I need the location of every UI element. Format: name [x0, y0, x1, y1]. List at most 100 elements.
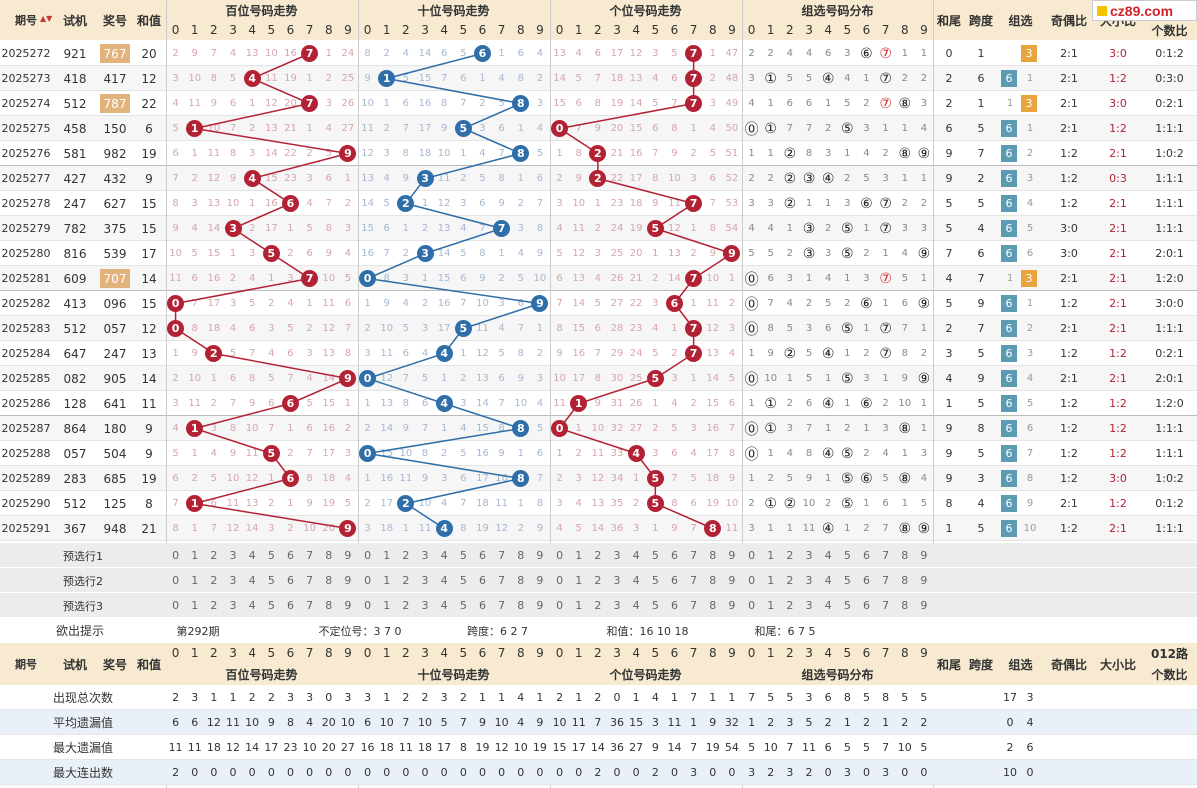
preselect-digit[interactable]: 3: [421, 574, 429, 587]
preselect-digit[interactable]: 6: [862, 599, 870, 612]
preselect-digit[interactable]: 1: [191, 549, 199, 562]
preselect-digit[interactable]: 0: [748, 599, 756, 612]
preselect-digit[interactable]: 6: [478, 599, 486, 612]
preselect-digit[interactable]: 9: [536, 574, 544, 587]
preselect-digit[interactable]: 7: [882, 599, 890, 612]
preselect-digit[interactable]: 5: [843, 574, 851, 587]
preselect-digit[interactable]: 1: [767, 599, 775, 612]
preselect-digit[interactable]: 1: [575, 574, 583, 587]
preselect-digit[interactable]: 4: [248, 599, 256, 612]
preselect-digit[interactable]: 2: [786, 574, 794, 587]
preselect-digit[interactable]: 8: [709, 599, 717, 612]
preselect-digit[interactable]: 5: [651, 574, 659, 587]
preselect-digit[interactable]: 6: [478, 549, 486, 562]
preselect-digit[interactable]: 7: [498, 599, 506, 612]
preselect-digit[interactable]: 8: [709, 574, 717, 587]
preselect-digit[interactable]: 9: [920, 549, 928, 562]
preselect-digit[interactable]: 2: [402, 549, 410, 562]
preselect-digit[interactable]: 7: [690, 599, 698, 612]
preselect-digit[interactable]: 9: [728, 549, 736, 562]
preselect-digit[interactable]: 6: [286, 549, 294, 562]
preselect-digit[interactable]: 3: [229, 599, 237, 612]
preselect-digit[interactable]: 4: [248, 549, 256, 562]
preselect-digit[interactable]: 5: [459, 574, 467, 587]
preselect-digit[interactable]: 2: [594, 549, 602, 562]
preselect-digit[interactable]: 6: [670, 574, 678, 587]
preselect-digit[interactable]: 4: [824, 599, 832, 612]
preselect-digit[interactable]: 6: [478, 574, 486, 587]
preselect-digit[interactable]: 2: [786, 599, 794, 612]
preselect-digit[interactable]: 2: [210, 574, 218, 587]
preselect-digit[interactable]: 3: [805, 574, 813, 587]
preselect-digit[interactable]: 5: [651, 549, 659, 562]
preselect-digit[interactable]: 8: [901, 574, 909, 587]
header-issue[interactable]: 期号: [15, 14, 37, 27]
preselect-digit[interactable]: 1: [575, 599, 583, 612]
preselect-digit[interactable]: 2: [402, 599, 410, 612]
preselect-digit[interactable]: 0: [364, 549, 372, 562]
preselect-digit[interactable]: 3: [805, 599, 813, 612]
preselect-digit[interactable]: 0: [364, 599, 372, 612]
preselect-digit[interactable]: 0: [748, 574, 756, 587]
preselect-digit[interactable]: 5: [843, 549, 851, 562]
preselect-digit[interactable]: 0: [364, 574, 372, 587]
preselect-digit[interactable]: 5: [459, 599, 467, 612]
preselect-digit[interactable]: 7: [306, 599, 314, 612]
preselect-digit[interactable]: 9: [536, 549, 544, 562]
preselect-digit[interactable]: 1: [191, 599, 199, 612]
preselect-digit[interactable]: 7: [306, 549, 314, 562]
preselect-digit[interactable]: 8: [517, 574, 525, 587]
preselect-digit[interactable]: 6: [670, 599, 678, 612]
preselect-digit[interactable]: 7: [306, 574, 314, 587]
preselect-digit[interactable]: 2: [786, 549, 794, 562]
preselect-digit[interactable]: 5: [267, 574, 275, 587]
preselect-digit[interactable]: 8: [901, 599, 909, 612]
preselect-digit[interactable]: 8: [517, 549, 525, 562]
preselect-digit[interactable]: 5: [843, 599, 851, 612]
preselect-digit[interactable]: 4: [440, 599, 448, 612]
preselect-digit[interactable]: 1: [767, 549, 775, 562]
preselect-digit[interactable]: 9: [344, 574, 352, 587]
preselect-digit[interactable]: 6: [286, 599, 294, 612]
preselect-digit[interactable]: 7: [498, 549, 506, 562]
preselect-digit[interactable]: 4: [440, 574, 448, 587]
preselect-digit[interactable]: 2: [402, 574, 410, 587]
preselect-digit[interactable]: 4: [824, 574, 832, 587]
preselect-digit[interactable]: 4: [248, 574, 256, 587]
preselect-digit[interactable]: 2: [594, 599, 602, 612]
preselect-digit[interactable]: 0: [172, 574, 180, 587]
preselect-digit[interactable]: 5: [459, 549, 467, 562]
preselect-digit[interactable]: 9: [728, 574, 736, 587]
preselect-digit[interactable]: 0: [172, 599, 180, 612]
preselect-digit[interactable]: 8: [325, 599, 333, 612]
preselect-digit[interactable]: 3: [805, 549, 813, 562]
preselect-digit[interactable]: 3: [613, 574, 621, 587]
preselect-digit[interactable]: 5: [267, 549, 275, 562]
preselect-digit[interactable]: 4: [632, 574, 640, 587]
preselect-digit[interactable]: 9: [920, 574, 928, 587]
preselect-digit[interactable]: 2: [594, 574, 602, 587]
preselect-digit[interactable]: 7: [882, 549, 890, 562]
preselect-digit[interactable]: 1: [383, 549, 391, 562]
preselect-digit[interactable]: 2: [210, 599, 218, 612]
preselect-digit[interactable]: 6: [862, 574, 870, 587]
preselect-digit[interactable]: 7: [882, 574, 890, 587]
preselect-digit[interactable]: 3: [421, 599, 429, 612]
preselect-digit[interactable]: 0: [172, 549, 180, 562]
preselect-digit[interactable]: 3: [613, 599, 621, 612]
preselect-digit[interactable]: 3: [613, 549, 621, 562]
preselect-digit[interactable]: 6: [286, 574, 294, 587]
preselect-digit[interactable]: 0: [748, 549, 756, 562]
preselect-digit[interactable]: 3: [229, 574, 237, 587]
preselect-digit[interactable]: 5: [651, 599, 659, 612]
preselect-digit[interactable]: 3: [229, 549, 237, 562]
preselect-digit[interactable]: 1: [383, 574, 391, 587]
preselect-digit[interactable]: 0: [556, 549, 564, 562]
preselect-digit[interactable]: 7: [498, 574, 506, 587]
preselect-digit[interactable]: 9: [344, 549, 352, 562]
sort-arrow-icon[interactable]: ▲▼: [40, 14, 53, 23]
preselect-digit[interactable]: 6: [862, 549, 870, 562]
preselect-digit[interactable]: 8: [901, 549, 909, 562]
preselect-digit[interactable]: 1: [575, 549, 583, 562]
preselect-digit[interactable]: 9: [344, 599, 352, 612]
